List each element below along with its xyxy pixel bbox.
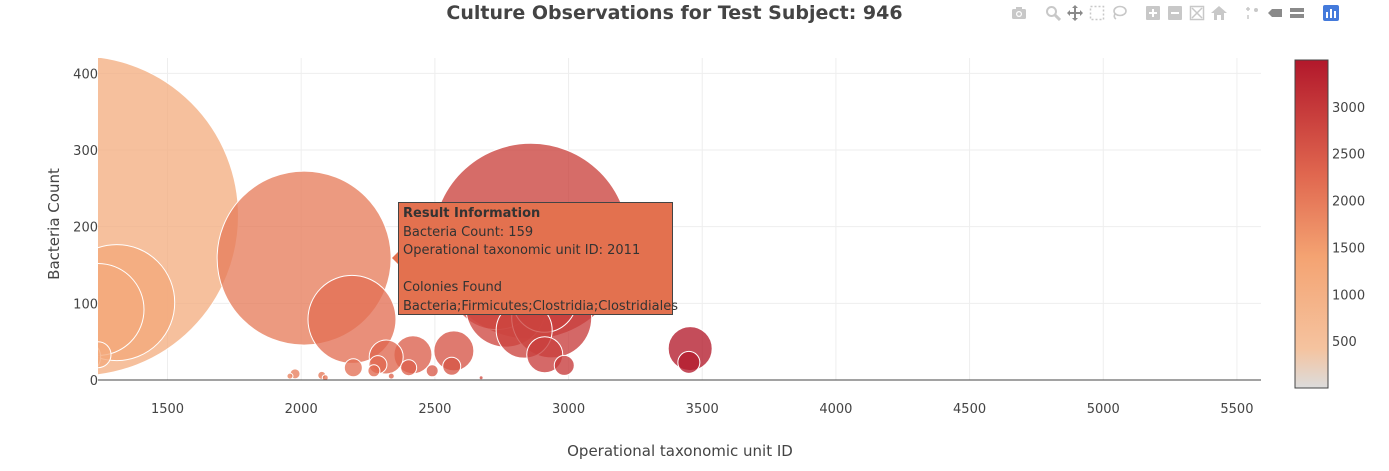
bubble-point[interactable]: [553, 354, 575, 376]
y-tick-labels: 0 100 200 300 400: [73, 67, 98, 389]
hover-compare-icon[interactable]: [1286, 3, 1308, 23]
y-tick-label: 300: [73, 144, 98, 159]
colorbar-tick-label: 1500: [1332, 241, 1365, 256]
y-axis-title: Bacteria Count: [45, 168, 63, 280]
x-axis-title: Operational taxonomic unit ID: [567, 442, 793, 460]
autoscale-icon[interactable]: [1186, 3, 1208, 23]
tooltip-line: Colonies Found: [403, 280, 503, 296]
colorbar-tick-label: 3000: [1332, 101, 1365, 116]
y-tick-label: 200: [73, 221, 98, 236]
bubble-point[interactable]: [69, 341, 102, 373]
x-tick-label: 2000: [285, 402, 318, 417]
bubble-point[interactable]: [85, 341, 112, 369]
y-tick-label: 100: [73, 297, 98, 312]
tooltip-title: Result Information: [403, 206, 541, 221]
colorbar-tick-label: 2500: [1332, 148, 1365, 163]
camera-icon[interactable]: [1008, 3, 1030, 23]
tooltip-line: Operational taxonomic unit ID: 2011: [403, 243, 641, 259]
x-tick-label: 4000: [819, 402, 852, 417]
pan-icon[interactable]: [1064, 3, 1086, 23]
box-select-icon[interactable]: [1086, 3, 1108, 23]
chart-title: Culture Observations for Test Subject: 9…: [446, 2, 903, 24]
x-tick-label: 5500: [1220, 402, 1253, 417]
modebar: [1008, 3, 1342, 23]
x-tick-label: 3000: [552, 402, 585, 417]
spike-lines-icon[interactable]: [1242, 3, 1264, 23]
hover-tooltip: Result Information Bacteria Count: 159 O…: [398, 202, 678, 315]
y-tick-label: 400: [73, 67, 98, 82]
tooltip-line: Bacteria Count: 159: [403, 224, 534, 240]
hover-closest-icon[interactable]: [1264, 3, 1286, 23]
zoom-icon[interactable]: [1042, 3, 1064, 23]
reset-axes-icon[interactable]: [1208, 3, 1230, 23]
bubble-point[interactable]: [677, 350, 701, 374]
x-tick-label: 3500: [686, 402, 719, 417]
x-tick-labels: 1500 2000 2500 3000 3500 4000 4500 5000 5500: [151, 402, 1254, 417]
bubble-point[interactable]: [286, 372, 294, 380]
bubble-point[interactable]: [442, 356, 462, 376]
bubble-point[interactable]: [400, 359, 418, 377]
zoom-out-icon[interactable]: [1164, 3, 1186, 23]
bubble-point[interactable]: [52, 262, 145, 356]
lasso-icon[interactable]: [1108, 3, 1130, 23]
colorbar-tick-label: 500: [1332, 335, 1357, 350]
colorbar-tick-label: 2000: [1332, 195, 1365, 210]
x-tick-label: 5000: [1087, 402, 1120, 417]
bubble-point[interactable]: [343, 358, 363, 378]
x-tick-label: 4500: [953, 402, 986, 417]
bubble-point[interactable]: [367, 364, 381, 378]
bubble-point[interactable]: [425, 364, 439, 378]
zoom-in-icon[interactable]: [1142, 3, 1164, 23]
tooltip-arrow: [392, 251, 399, 265]
bubble-point[interactable]: [387, 372, 395, 380]
tooltip-line: Bacteria;Firmicutes;Clostridia;Clostridi…: [403, 298, 678, 314]
x-tick-label: 1500: [151, 402, 184, 417]
tooltip-line: [403, 261, 668, 280]
y-tick-label: 0: [90, 374, 98, 389]
x-tick-label: 2500: [418, 402, 451, 417]
bubble-point[interactable]: [478, 375, 484, 380]
plotly-logo-icon[interactable]: [1320, 3, 1342, 23]
bubble-point[interactable]: [526, 336, 564, 374]
colorbar-tick-labels: 500 1000 1500 2000 2500 3000: [1332, 101, 1365, 350]
colorbar-tick-label: 1000: [1332, 288, 1365, 303]
colorbar: [1294, 59, 1329, 389]
bubble-point[interactable]: [321, 374, 329, 381]
